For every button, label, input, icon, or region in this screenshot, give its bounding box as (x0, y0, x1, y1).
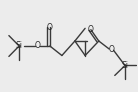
Text: O: O (34, 41, 40, 51)
Text: O: O (47, 23, 53, 32)
Text: O: O (108, 45, 114, 54)
Text: O: O (88, 25, 94, 34)
Text: Si: Si (16, 41, 23, 51)
Text: Si: Si (122, 61, 128, 70)
